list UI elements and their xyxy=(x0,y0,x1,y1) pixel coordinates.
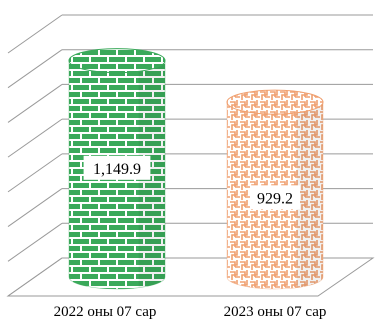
gridline-side xyxy=(7,222,63,262)
gridline-side xyxy=(7,49,63,89)
bar-outline xyxy=(226,102,324,290)
category-label: 2023 оны 07 сар xyxy=(224,304,327,320)
value-label-box xyxy=(250,185,300,210)
floor-plane xyxy=(6,257,375,297)
labels: 1,149.9 2022 оны 07 сар 929.2 2023 оны 07 с… xyxy=(54,155,327,320)
bar xyxy=(68,48,166,290)
bar-outline xyxy=(68,60,166,290)
value-label: 929.2 xyxy=(257,190,293,207)
bar-shade xyxy=(138,60,166,288)
gridline-side xyxy=(7,188,63,227)
bar-top xyxy=(68,48,166,74)
gridline-side xyxy=(7,14,63,54)
category-label: 2022 оны 07 сар xyxy=(54,304,157,320)
gridline-side xyxy=(7,84,63,123)
value-label: 1,149.9 xyxy=(93,161,141,178)
bar-shade xyxy=(296,102,324,288)
bar-top xyxy=(226,89,324,115)
gridline-side xyxy=(7,153,63,193)
gridline-side xyxy=(7,118,63,158)
value-label-box xyxy=(83,155,151,180)
